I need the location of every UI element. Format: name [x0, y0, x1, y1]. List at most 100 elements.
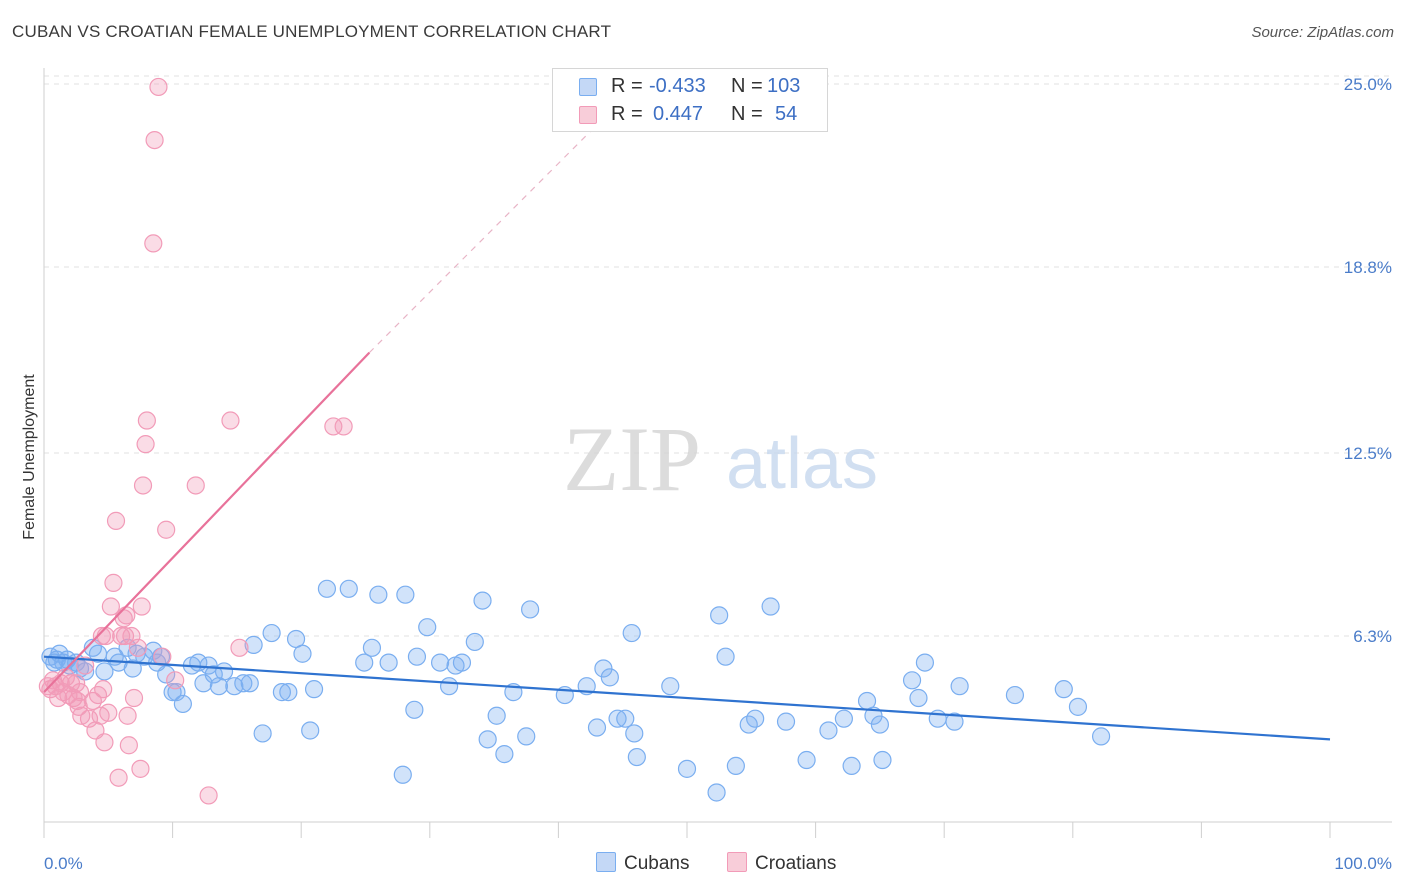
legend-row-cubans: R = -0.433 N = 103 — [553, 73, 827, 101]
data-point — [166, 671, 185, 690]
data-point — [214, 662, 234, 681]
data-point — [262, 623, 281, 643]
data-point — [1068, 697, 1088, 716]
data-point — [726, 756, 745, 776]
data-point — [369, 585, 388, 604]
data-point — [1005, 685, 1025, 705]
chart-source: Source: ZipAtlas.com — [1251, 24, 1394, 41]
bottom-legend-swatch-croatians — [727, 852, 747, 872]
legend-n-value-cubans: 103 — [767, 75, 801, 97]
y-axis-label: Female Unemployment — [21, 374, 38, 540]
data-point — [293, 644, 312, 663]
data-point — [117, 606, 136, 625]
data-point — [199, 786, 218, 805]
data-point — [304, 680, 324, 699]
data-point — [234, 674, 253, 693]
data-point — [253, 724, 272, 743]
data-point — [131, 759, 150, 778]
data-point — [707, 783, 726, 802]
x-tick-label-min: 0.0% — [44, 854, 83, 873]
data-point — [95, 733, 114, 752]
data-point — [362, 638, 382, 657]
y-tick-label: 25.0% — [1344, 75, 1392, 94]
data-point — [478, 730, 497, 749]
data-point — [104, 573, 123, 592]
legend-swatch-croatians — [579, 106, 597, 124]
croatians-points — [38, 77, 353, 805]
data-point — [112, 626, 131, 646]
data-point — [279, 683, 298, 702]
data-point — [622, 623, 641, 643]
bottom-legend-cubans: Cubans — [596, 852, 690, 875]
data-point — [124, 688, 144, 708]
data-point — [94, 680, 113, 699]
data-point — [163, 683, 182, 702]
bottom-legend-swatch-cubans — [596, 852, 616, 872]
data-point — [153, 647, 172, 666]
x-tick-label-max: 100.0% — [1334, 854, 1392, 873]
trend-lines — [43, 130, 1331, 741]
data-point — [144, 234, 163, 253]
data-point — [106, 511, 126, 530]
data-point — [118, 638, 137, 657]
data-point — [244, 635, 263, 654]
data-point — [776, 712, 796, 731]
data-point — [909, 688, 928, 708]
data-point — [123, 659, 142, 678]
trend-line-croatians — [43, 351, 371, 693]
watermark-atlas: atlas — [726, 424, 878, 504]
data-point — [70, 683, 90, 702]
data-point — [396, 585, 415, 604]
legend-r-value-croatians: 0.447 — [653, 103, 704, 125]
data-point — [137, 411, 156, 430]
data-point — [128, 638, 147, 657]
legend-r-label: R = — [611, 103, 643, 125]
trend-line-cubans — [43, 655, 1331, 741]
bottom-legend-label-croatians: Croatians — [755, 853, 837, 874]
data-point — [67, 674, 86, 693]
data-point — [355, 653, 374, 672]
data-point — [834, 709, 853, 728]
data-point — [132, 597, 151, 616]
data-point — [204, 665, 223, 684]
data-point — [616, 709, 635, 728]
data-point — [587, 718, 607, 737]
data-point — [819, 721, 838, 740]
data-point — [487, 706, 506, 725]
data-point — [452, 653, 472, 672]
data-point — [915, 653, 935, 672]
data-point — [393, 765, 412, 784]
legend-swatch-cubans — [579, 78, 597, 96]
data-point — [710, 606, 729, 625]
data-point — [473, 591, 492, 610]
data-point — [118, 706, 137, 725]
data-point — [157, 520, 176, 539]
y-tick-label: 18.8% — [1344, 258, 1392, 277]
data-point — [79, 709, 99, 728]
chart-title: CUBAN VS CROATIAN FEMALE UNEMPLOYMENT CO… — [12, 22, 612, 41]
data-point — [405, 700, 424, 719]
data-point — [625, 724, 644, 743]
data-point — [157, 665, 176, 684]
data-point — [272, 683, 292, 702]
legend-r-label: R = — [611, 75, 643, 97]
data-point — [716, 647, 735, 666]
data-point — [76, 656, 95, 675]
legend-r-value-cubans: -0.433 — [649, 75, 706, 97]
legend-n-value-croatians: 54 — [775, 103, 798, 125]
data-point — [950, 677, 969, 696]
grid-lines — [44, 75, 1392, 637]
data-point — [115, 626, 135, 646]
watermark-zip: ZIP — [563, 408, 701, 510]
data-point — [945, 712, 964, 731]
y-tick-labels: 6.3% 12.5% 18.8% 25.0% — [1344, 75, 1392, 646]
legend-n-label: N = — [731, 103, 763, 125]
data-point — [145, 130, 164, 150]
legend-row-croatians: R = 0.447 N = 54 — [553, 101, 827, 129]
data-point — [99, 703, 118, 722]
data-point — [324, 417, 343, 436]
data-point — [797, 750, 816, 770]
data-point — [136, 435, 155, 454]
data-point — [1054, 680, 1073, 699]
data-point — [379, 653, 398, 672]
